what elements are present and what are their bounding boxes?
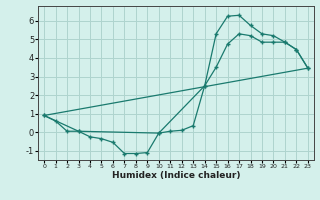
X-axis label: Humidex (Indice chaleur): Humidex (Indice chaleur) xyxy=(112,171,240,180)
